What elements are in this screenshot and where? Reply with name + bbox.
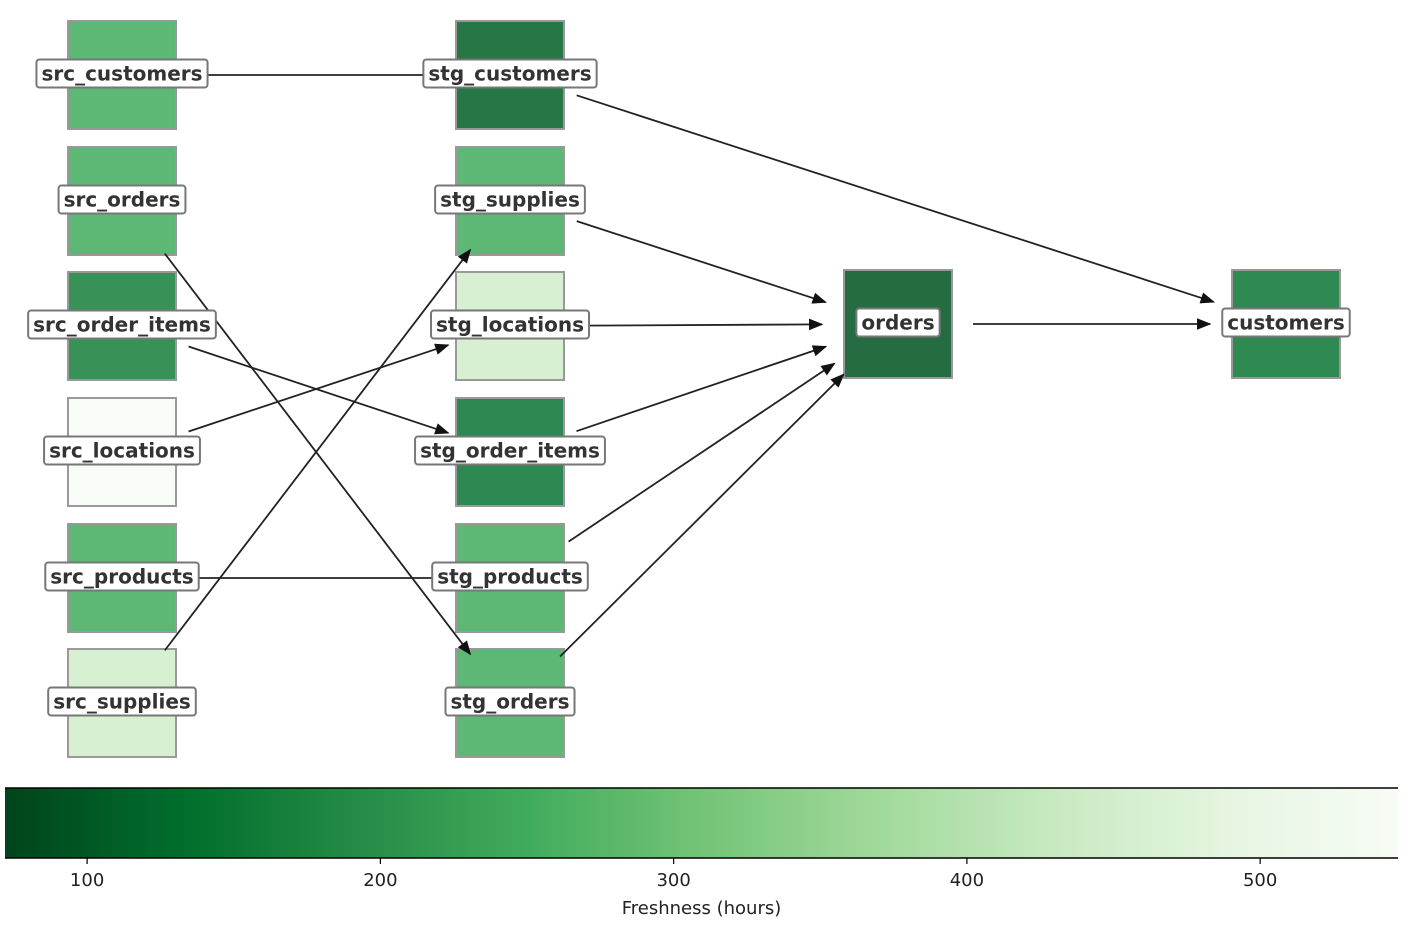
node-label-box xyxy=(429,309,591,340)
edge-arrow xyxy=(188,343,450,433)
node-label-box xyxy=(434,184,586,215)
tick-label: 200 xyxy=(363,870,397,891)
colorbar xyxy=(5,788,1398,858)
tick-label: 500 xyxy=(1243,870,1277,891)
node-label: src_orders xyxy=(64,188,181,212)
node-label: stg_supplies xyxy=(440,188,580,212)
tick-label: 400 xyxy=(950,870,984,891)
node-label-box xyxy=(47,686,197,717)
node-label: customers xyxy=(1227,311,1344,335)
node-label: stg_locations xyxy=(436,313,584,337)
node-label-box xyxy=(422,58,598,89)
node-label-box xyxy=(43,435,201,466)
node-label: stg_products xyxy=(437,565,583,589)
edge-arrow xyxy=(576,220,827,304)
tick-label: 100 xyxy=(70,870,104,891)
edge-arrow xyxy=(188,345,450,435)
node-label: orders xyxy=(861,311,934,335)
node-label-box xyxy=(414,435,606,466)
node-label-box xyxy=(444,686,576,717)
tick-label: 300 xyxy=(656,870,690,891)
node-label-box xyxy=(35,58,209,89)
node-label: stg_orders xyxy=(450,690,569,714)
node-label: src_products xyxy=(50,565,193,589)
edge-arrow xyxy=(579,318,824,331)
edge-arrow xyxy=(576,345,828,433)
node-label-box xyxy=(27,309,217,340)
edge-arrow xyxy=(559,373,845,658)
node-label: stg_customers xyxy=(428,62,591,86)
node-label-box xyxy=(1221,307,1351,338)
node-label-box xyxy=(431,561,589,592)
edge-arrow xyxy=(164,248,472,651)
node-label-box xyxy=(44,561,200,592)
node-label: src_customers xyxy=(41,62,202,86)
node-label: src_locations xyxy=(49,439,195,463)
node-label: src_order_items xyxy=(33,313,211,337)
colorbar-label: Freshness (hours) xyxy=(622,898,782,919)
node-label: src_supplies xyxy=(53,690,191,714)
edge-arrow xyxy=(576,94,1216,304)
node-label: stg_order_items xyxy=(420,439,600,463)
node-label-box xyxy=(57,184,187,215)
edge-arrow xyxy=(568,362,836,543)
node-label-box xyxy=(855,307,941,338)
